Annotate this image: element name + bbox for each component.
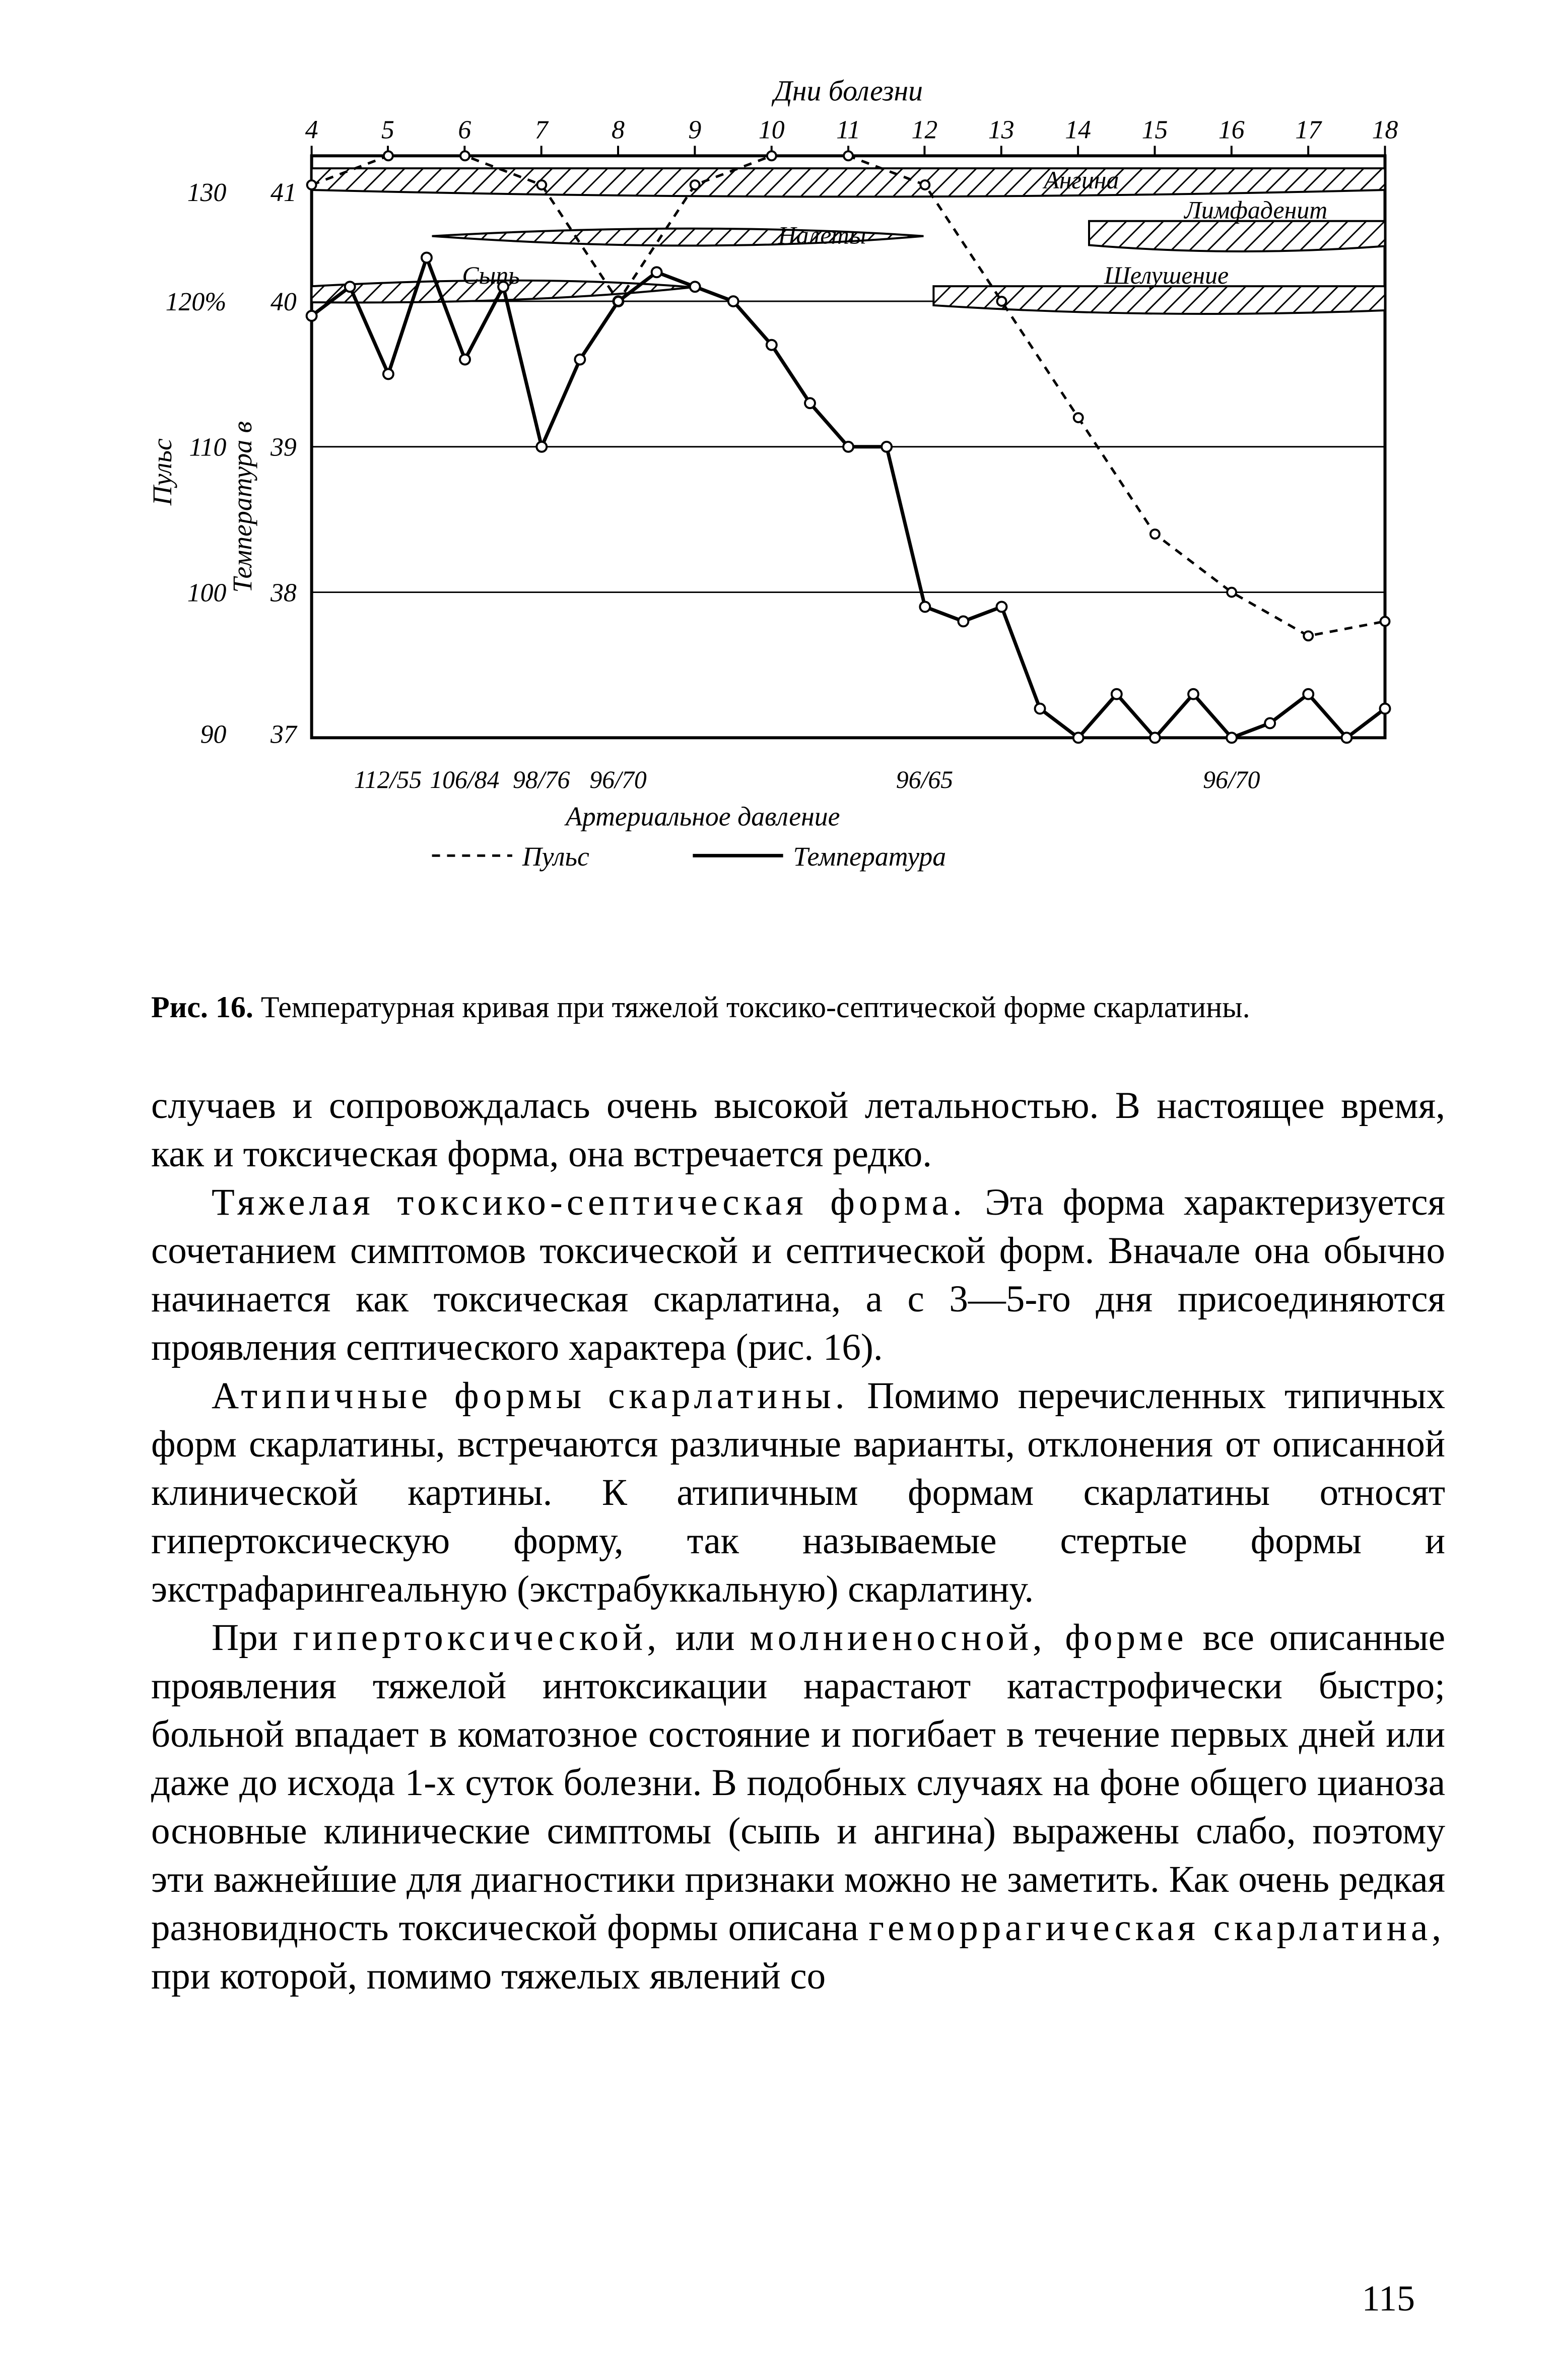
p4d: молниеносной, форме — [750, 1617, 1187, 1659]
svg-text:12: 12 — [912, 115, 938, 144]
svg-text:5: 5 — [381, 115, 394, 144]
p3-lead: Атипичные формы скарлатины. — [212, 1375, 848, 1417]
svg-text:8: 8 — [612, 115, 625, 144]
svg-text:Пульс: Пульс — [522, 841, 589, 872]
legend: Пульс Температура — [432, 841, 946, 872]
svg-text:106/84: 106/84 — [430, 766, 499, 794]
svg-text:96/70: 96/70 — [589, 766, 646, 794]
svg-text:16: 16 — [1219, 115, 1245, 144]
svg-text:7: 7 — [535, 115, 549, 144]
svg-text:120%: 120% — [166, 288, 227, 316]
band-angina: Ангина — [312, 166, 1385, 196]
bp-axis-label: Артериальное давление — [564, 802, 840, 832]
svg-text:Шелушение: Шелушение — [1104, 261, 1229, 289]
svg-text:96/70: 96/70 — [1203, 766, 1260, 794]
caption-text: Температурная кривая при тяжелой токсико… — [253, 990, 1250, 1024]
svg-text:100: 100 — [187, 578, 227, 607]
svg-text:96/65: 96/65 — [896, 766, 953, 794]
y-axis-label-pulse: Пульс — [151, 438, 177, 506]
p4g: при которой, помимо тяжелых явлений со — [151, 1955, 826, 1997]
svg-text:110: 110 — [189, 433, 227, 462]
svg-text:10: 10 — [759, 115, 785, 144]
figure-caption: Рис. 16. Температурная кривая при тяжело… — [151, 988, 1445, 1026]
svg-text:130: 130 — [187, 178, 227, 207]
x-axis-ticks: 4 5 6 7 8 9 10 11 12 13 14 15 16 17 18 — [305, 115, 1398, 156]
svg-text:17: 17 — [1295, 115, 1322, 144]
figure-16-svg: Дни болезни 4 5 6 7 8 9 10 11 12 13 14 1… — [151, 71, 1445, 953]
p4: При гипертоксической, или молниеносной, … — [151, 1614, 1445, 2001]
p4a: При — [212, 1617, 293, 1659]
svg-text:Лимфаденит: Лимфаденит — [1183, 196, 1327, 224]
page-number: 115 — [1362, 2278, 1415, 2320]
series-temperature-line — [312, 257, 1385, 738]
svg-text:Налеты: Налеты — [778, 222, 866, 249]
band-nalety: Налеты — [432, 222, 924, 249]
svg-text:90: 90 — [200, 720, 227, 749]
caption-label: Рис. 16. — [151, 990, 253, 1024]
figure-16: Дни болезни 4 5 6 7 8 9 10 11 12 13 14 1… — [151, 71, 1445, 953]
svg-text:37: 37 — [270, 720, 298, 749]
p1: случаев и сопровождалась очень высокой л… — [151, 1082, 1445, 1178]
svg-text:9: 9 — [688, 115, 701, 144]
svg-text:4: 4 — [305, 115, 318, 144]
svg-text:38: 38 — [270, 578, 297, 607]
svg-text:11: 11 — [836, 115, 860, 144]
p4c: или — [660, 1617, 750, 1659]
p4b: гипертоксической, — [293, 1617, 660, 1659]
y-axis-label-temp: Температура в — [227, 421, 257, 592]
svg-text:Ангина: Ангина — [1042, 166, 1119, 194]
svg-text:112/55: 112/55 — [354, 766, 422, 794]
svg-text:14: 14 — [1065, 115, 1091, 144]
band-lymph: Лимфаденит — [1089, 196, 1385, 251]
svg-text:6: 6 — [458, 115, 471, 144]
bp-values: 112/55 106/84 98/76 96/70 96/65 96/70 — [354, 766, 1260, 794]
p4e: все описанные проявления тяжелой интокси… — [151, 1617, 1445, 1949]
svg-text:Температура: Температура — [793, 841, 946, 872]
svg-text:41: 41 — [270, 178, 297, 207]
svg-text:13: 13 — [988, 115, 1014, 144]
svg-text:Сыпь: Сыпь — [462, 261, 519, 289]
svg-text:18: 18 — [1372, 115, 1398, 144]
svg-text:15: 15 — [1142, 115, 1168, 144]
p2: Тяжелая токсико-септическая форма. Эта ф… — [151, 1178, 1445, 1372]
p2-lead: Тяжелая токсико-септическая форма. — [212, 1181, 966, 1223]
svg-text:98/76: 98/76 — [513, 766, 570, 794]
page: Дни болезни 4 5 6 7 8 9 10 11 12 13 14 1… — [0, 0, 1556, 2380]
svg-text:40: 40 — [270, 288, 297, 316]
p4f: геморрагическая скарлатина, — [868, 1907, 1445, 1949]
series-temperature-markers — [307, 252, 1390, 743]
svg-text:39: 39 — [270, 433, 297, 462]
p3: Атипичные формы скарлатины. Помимо переч… — [151, 1372, 1445, 1614]
body-text: случаев и сопровождалась очень высокой л… — [151, 1082, 1445, 2001]
chart-top-title: Дни болезни — [771, 76, 923, 107]
